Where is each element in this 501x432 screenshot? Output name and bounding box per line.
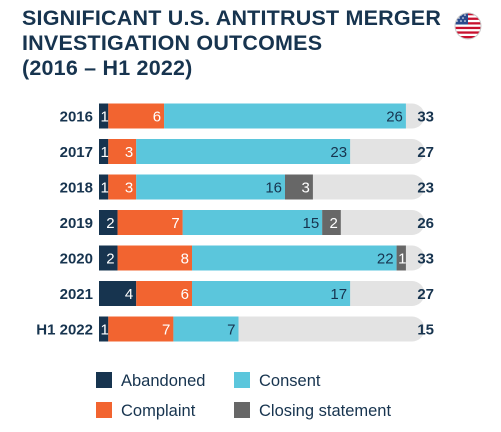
category-label: 2017 — [60, 144, 93, 161]
data-label: 2 — [106, 251, 114, 268]
bar-segment-abandoned — [99, 316, 109, 342]
total-label: 27 — [417, 286, 434, 303]
data-label: 3 — [302, 180, 310, 197]
bar-segment-consent — [164, 103, 406, 129]
bar-segment-complaint — [117, 245, 192, 271]
bar-segment-complaint — [136, 281, 192, 306]
category-label: H1 2022 — [36, 322, 93, 339]
data-label: 26 — [386, 109, 403, 126]
category-label: 2019 — [60, 215, 93, 232]
category-label: 2020 — [60, 251, 93, 268]
bar-segment-complaint — [117, 210, 183, 235]
data-label: 1 — [101, 109, 109, 126]
bar-segment-complaint — [108, 139, 137, 164]
chart-title-line-3: (2016 – H1 2022) — [22, 56, 193, 80]
legend-swatch-closing-statement — [234, 402, 250, 418]
bar-segment-consent — [173, 316, 239, 342]
bar-segment-abandoned — [99, 174, 109, 200]
data-label: 2 — [329, 215, 337, 232]
bar-segment-complaint — [108, 174, 137, 200]
bar-segment-complaint — [108, 103, 165, 129]
legend-swatch-abandoned — [96, 372, 112, 388]
bar-segment-closing-statement — [285, 174, 313, 200]
bar-track-end — [399, 174, 425, 200]
data-label: 17 — [330, 286, 347, 303]
chart-title-line-2: INVESTIGATION OUTCOMES — [22, 31, 323, 55]
data-label: 15 — [303, 215, 320, 232]
data-label: 7 — [162, 322, 170, 339]
data-label: 7 — [171, 215, 179, 232]
bar-segment-abandoned — [99, 281, 137, 306]
data-label: 22 — [377, 251, 394, 268]
bar-segment-abandoned — [99, 245, 118, 271]
data-label: 4 — [125, 286, 133, 303]
bar-track-end — [399, 210, 425, 235]
total-label: 23 — [417, 180, 434, 197]
data-label: 1 — [101, 180, 109, 197]
chart-title-line-1: SIGNIFICANT U.S. ANTITRUST MERGER — [22, 6, 442, 30]
legend-label-abandoned: Abandoned — [121, 372, 205, 390]
bar-segment-consent — [136, 174, 285, 200]
data-label: 2 — [106, 215, 114, 232]
data-label: 6 — [153, 109, 161, 126]
data-label: 3 — [125, 180, 133, 197]
bar-segment-abandoned — [99, 139, 109, 164]
bar-segment-consent — [192, 245, 397, 271]
bar-segment-consent — [182, 210, 323, 235]
us-flag-icon — [454, 12, 482, 40]
total-label: 27 — [417, 144, 434, 161]
legend-swatch-complaint — [96, 402, 112, 418]
category-label: 2018 — [60, 180, 93, 197]
data-label: 6 — [181, 286, 189, 303]
data-label: 8 — [181, 251, 189, 268]
data-label: 7 — [227, 322, 235, 339]
bar-segment-abandoned — [99, 210, 118, 235]
bar-segment-closing-statement — [322, 210, 341, 235]
data-label: 16 — [265, 180, 282, 197]
legend-label-consent: Consent — [259, 372, 321, 390]
data-label: 23 — [330, 144, 347, 161]
total-label: 33 — [417, 251, 434, 268]
bar-track-end — [399, 139, 425, 164]
bar-segment-abandoned — [99, 103, 109, 129]
legend-label-closing-statement: Closing statement — [259, 402, 391, 420]
legend-swatch-consent — [234, 372, 250, 388]
bar-track-end — [399, 281, 425, 306]
category-label: 2021 — [60, 286, 93, 303]
bar-segment-complaint — [108, 316, 174, 342]
bar-segment-consent — [192, 281, 351, 306]
legend-label-complaint: Complaint — [121, 402, 196, 420]
data-label: 1 — [101, 322, 109, 339]
data-label: 3 — [125, 144, 133, 161]
total-label: 33 — [417, 109, 434, 126]
chart-title: SIGNIFICANT U.S. ANTITRUST MERGER INVEST… — [22, 6, 452, 81]
data-label: 1 — [101, 144, 109, 161]
data-label: 1 — [398, 251, 406, 268]
bar-track-end — [399, 316, 425, 342]
total-label: 26 — [417, 215, 434, 232]
total-label: 15 — [417, 322, 434, 339]
bar-segment-closing-statement — [396, 245, 406, 271]
bar-segment-consent — [136, 139, 351, 164]
category-label: 2016 — [60, 109, 93, 126]
